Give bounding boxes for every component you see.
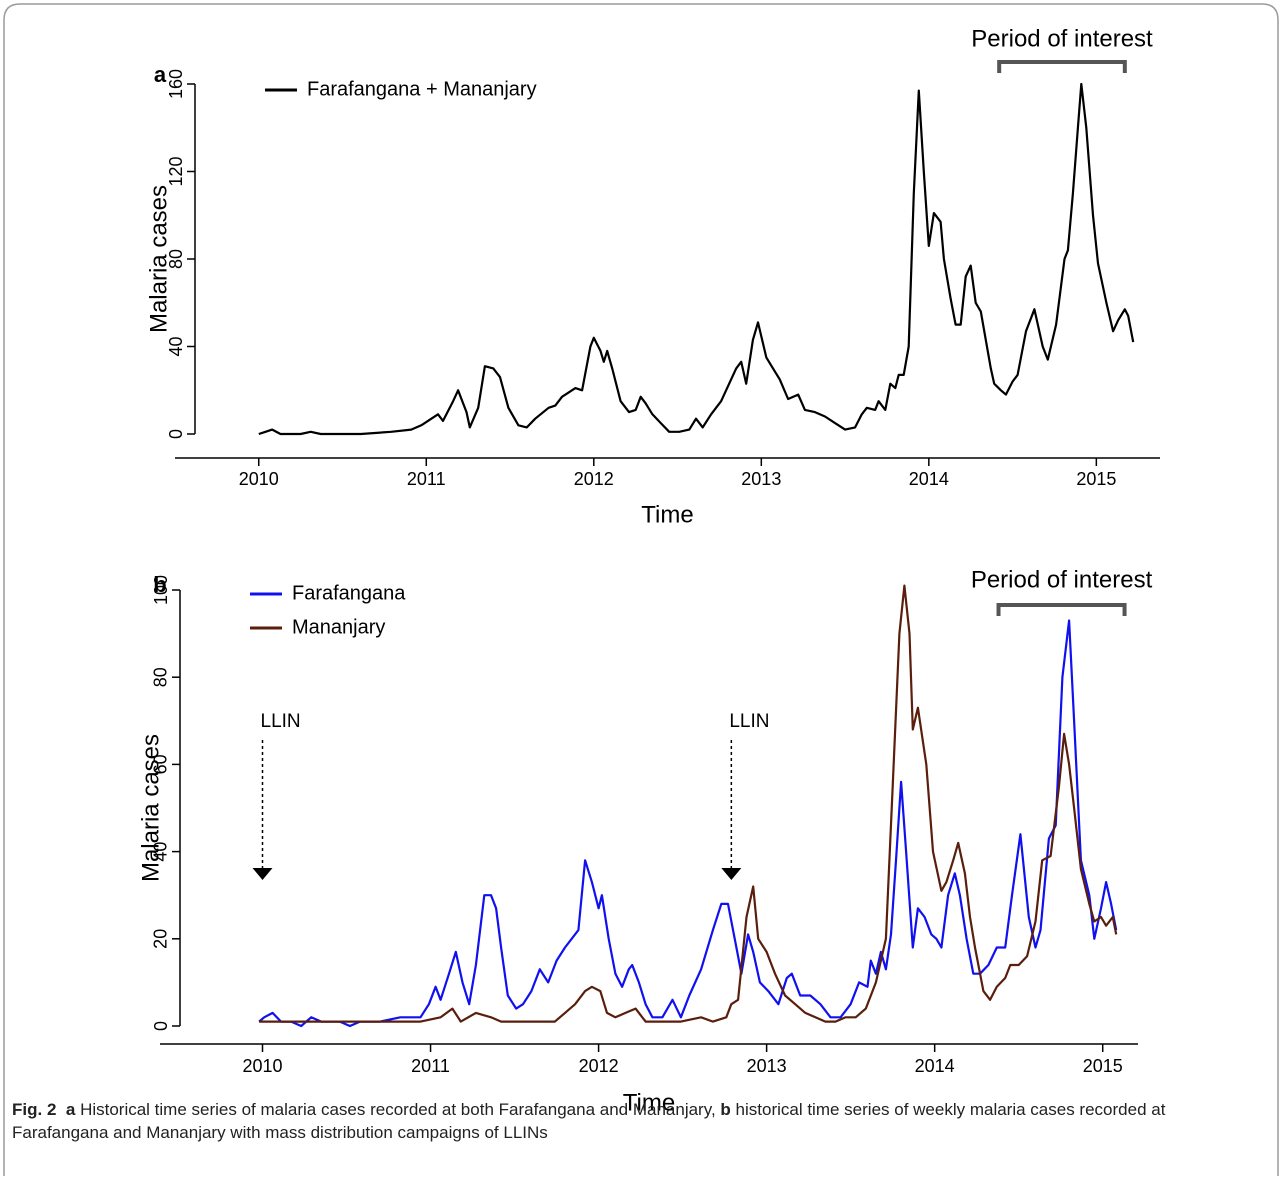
x-tick-label: 2013 [747, 1056, 787, 1076]
arrow-head [721, 868, 742, 880]
x-tick-label: 2012 [574, 469, 614, 489]
period-label: Period of interest [971, 25, 1153, 52]
y-tick-label: 0 [151, 1021, 171, 1031]
caption-text: historical time series of weekly malaria… [12, 1100, 1166, 1142]
y-tick-label: 120 [166, 156, 186, 186]
y-tick-label: 40 [151, 842, 171, 862]
x-tick-label: 2014 [909, 469, 949, 489]
legend-label: Mananjary [292, 616, 385, 638]
caption-letter: a [65, 1100, 76, 1119]
period-bracket [996, 603, 1127, 616]
y-tick-label: 20 [151, 929, 171, 949]
y-tick-label: 80 [166, 249, 186, 269]
x-axis-label: Time [623, 1089, 675, 1116]
y-axis-label: Malaria cases [137, 734, 164, 882]
x-tick-label: 2014 [915, 1056, 955, 1076]
y-tick-label: 160 [166, 69, 186, 99]
period-label: Period of interest [971, 566, 1153, 593]
x-tick-label: 2010 [239, 469, 279, 489]
panel-letter: b [153, 572, 166, 597]
annotation-label: LLIN [729, 711, 769, 732]
period-bracket [997, 60, 1127, 73]
y-tick-label: 0 [166, 429, 186, 439]
x-tick-label: 2011 [411, 1056, 450, 1076]
caption: Fig. 2 a Historical time series of malar… [12, 1098, 1262, 1144]
y-tick-label: 40 [166, 336, 186, 356]
y-tick-label: 80 [151, 667, 171, 687]
caption-label: Fig. 2 [12, 1100, 57, 1119]
legend-label: Farafangana [292, 582, 406, 604]
x-tick-label: 2010 [242, 1056, 282, 1076]
annotation-label: LLIN [261, 711, 301, 732]
x-tick-label: 2015 [1083, 1056, 1123, 1076]
data-line [258, 82, 1135, 436]
y-tick-label: 60 [151, 754, 171, 774]
x-tick-label: 2012 [579, 1056, 619, 1076]
caption-letter: b [720, 1100, 731, 1119]
caption-text: Historical time series of malaria cases … [80, 1100, 716, 1119]
data-line [259, 584, 1118, 1023]
x-axis-label: Time [641, 501, 693, 528]
legend-label: Farafangana + Mananjary [307, 78, 537, 100]
y-tick-label: 100 [151, 575, 171, 605]
y-axis-label: Malaria cases [145, 185, 172, 333]
frame [3, 3, 1279, 1176]
arrow-head [252, 868, 273, 880]
x-tick-label: 2015 [1076, 469, 1116, 489]
x-tick-label: 2011 [407, 469, 446, 489]
x-tick-label: 2013 [741, 469, 781, 489]
panel-letter: a [154, 62, 167, 87]
data-line [258, 619, 1118, 1028]
